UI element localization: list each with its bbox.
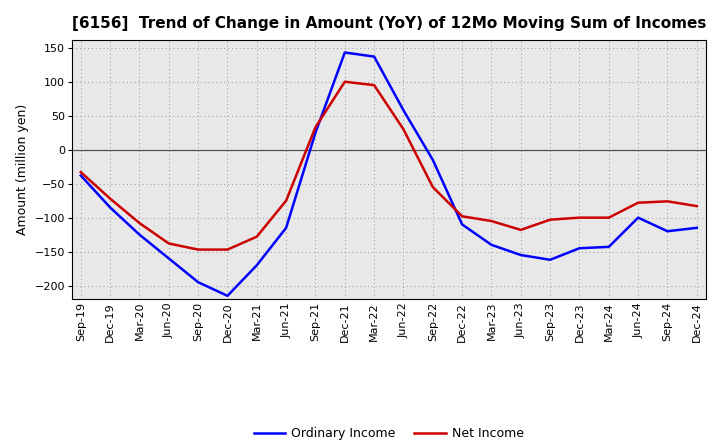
Net Income <box>399 127 408 132</box>
Line: Ordinary Income: Ordinary Income <box>81 52 697 296</box>
Ordinary Income <box>458 222 467 227</box>
Line: Net Income: Net Income <box>81 82 697 249</box>
Ordinary Income <box>428 157 437 162</box>
Net Income <box>223 247 232 252</box>
Net Income <box>253 234 261 239</box>
Net Income <box>370 82 379 88</box>
Title: [6156]  Trend of Change in Amount (YoY) of 12Mo Moving Sum of Incomes: [6156] Trend of Change in Amount (YoY) o… <box>71 16 706 32</box>
Ordinary Income <box>223 293 232 298</box>
Ordinary Income <box>253 263 261 268</box>
Net Income <box>194 247 202 252</box>
Net Income <box>634 200 642 205</box>
Ordinary Income <box>194 279 202 285</box>
Net Income <box>516 227 525 232</box>
Ordinary Income <box>634 215 642 220</box>
Net Income <box>106 196 114 201</box>
Ordinary Income <box>341 50 349 55</box>
Ordinary Income <box>663 229 672 234</box>
Net Income <box>693 203 701 209</box>
Ordinary Income <box>546 257 554 262</box>
Net Income <box>282 198 290 203</box>
Net Income <box>575 215 584 220</box>
Net Income <box>487 218 496 224</box>
Ordinary Income <box>693 225 701 231</box>
Net Income <box>311 125 320 130</box>
Net Income <box>428 184 437 190</box>
Ordinary Income <box>399 108 408 113</box>
Ordinary Income <box>370 54 379 59</box>
Net Income <box>164 241 173 246</box>
Ordinary Income <box>106 205 114 210</box>
Net Income <box>458 214 467 219</box>
Net Income <box>76 169 85 175</box>
Ordinary Income <box>76 173 85 178</box>
Net Income <box>135 220 144 226</box>
Ordinary Income <box>311 130 320 136</box>
Net Income <box>663 199 672 204</box>
Ordinary Income <box>516 253 525 258</box>
Ordinary Income <box>487 242 496 247</box>
Net Income <box>605 215 613 220</box>
Ordinary Income <box>575 246 584 251</box>
Ordinary Income <box>135 232 144 237</box>
Legend: Ordinary Income, Net Income: Ordinary Income, Net Income <box>248 422 529 440</box>
Net Income <box>341 79 349 84</box>
Y-axis label: Amount (million yen): Amount (million yen) <box>16 104 29 235</box>
Ordinary Income <box>164 256 173 261</box>
Ordinary Income <box>282 225 290 231</box>
Ordinary Income <box>605 244 613 249</box>
Net Income <box>546 217 554 222</box>
